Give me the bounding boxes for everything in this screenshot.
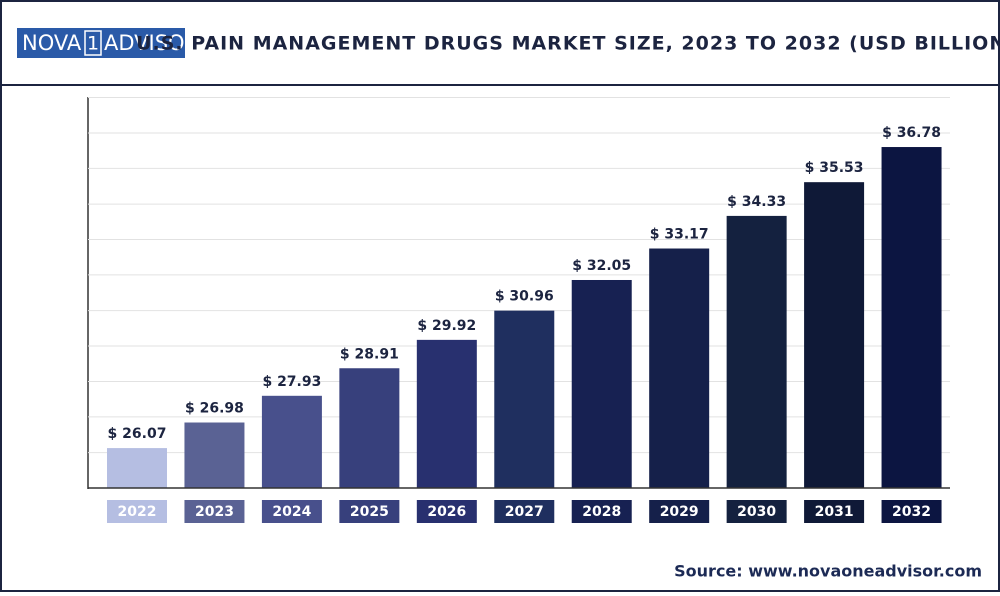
- value-label: $ 36.78: [882, 125, 941, 141]
- x-tick-box: [804, 500, 865, 523]
- bar: [339, 368, 400, 488]
- value-label: $ 26.98: [185, 401, 244, 417]
- value-label: $ 30.96: [495, 289, 554, 305]
- value-label: $ 28.91: [340, 346, 399, 362]
- logo-mid-box: [84, 30, 102, 56]
- x-tick-label: 2030: [737, 504, 776, 520]
- x-tick-box: [416, 500, 477, 523]
- x-tick-label: 2031: [815, 504, 854, 520]
- x-tick-label: 2023: [195, 504, 234, 520]
- value-label: $ 34.33: [727, 194, 786, 210]
- bar: [494, 310, 555, 488]
- value-label: $ 26.07: [108, 426, 167, 442]
- bar: [107, 448, 167, 488]
- x-tick-box: [571, 500, 632, 523]
- x-tick-box: [494, 500, 555, 523]
- x-tick-label: 2026: [427, 504, 466, 520]
- x-tick-label: 2024: [272, 504, 311, 520]
- value-label: $ 27.93: [262, 374, 321, 390]
- value-label: $ 33.17: [650, 227, 709, 243]
- x-tick-label: 2025: [350, 504, 389, 520]
- x-tick-box: [726, 500, 787, 523]
- source: Source: www.novaoneadvisor.com: [674, 562, 982, 581]
- x-tick-box: [184, 500, 245, 523]
- bar: [726, 215, 787, 488]
- bar: [416, 339, 477, 488]
- x-tick-label: 2032: [892, 504, 931, 520]
- bar: [261, 395, 322, 488]
- bar: [881, 147, 942, 489]
- value-label: $ 32.05: [572, 258, 631, 274]
- x-tick-label: 2028: [582, 504, 621, 520]
- chart-title: U.S. PAIN MANAGEMENT DRUGS MARKET SIZE, …: [136, 33, 1000, 55]
- value-label: $ 35.53: [805, 160, 864, 176]
- logo-left: NOVA: [22, 31, 82, 55]
- x-tick-label: 2029: [660, 504, 699, 520]
- bar: [804, 182, 865, 489]
- x-tick-label: 2022: [118, 504, 157, 520]
- value-label: $ 29.92: [417, 318, 476, 334]
- logo-mid: 1: [87, 33, 99, 55]
- x-tick-box: [339, 500, 400, 523]
- x-tick-box: [881, 500, 942, 523]
- bar: [571, 279, 632, 488]
- x-tick-box: [649, 500, 710, 523]
- x-tick-box: [261, 500, 322, 523]
- x-tick-label: 2027: [505, 504, 544, 520]
- logo-right: ADVISOR: [104, 31, 199, 55]
- bar: [649, 248, 710, 488]
- x-tick-box: [107, 500, 167, 523]
- bar: [184, 422, 245, 488]
